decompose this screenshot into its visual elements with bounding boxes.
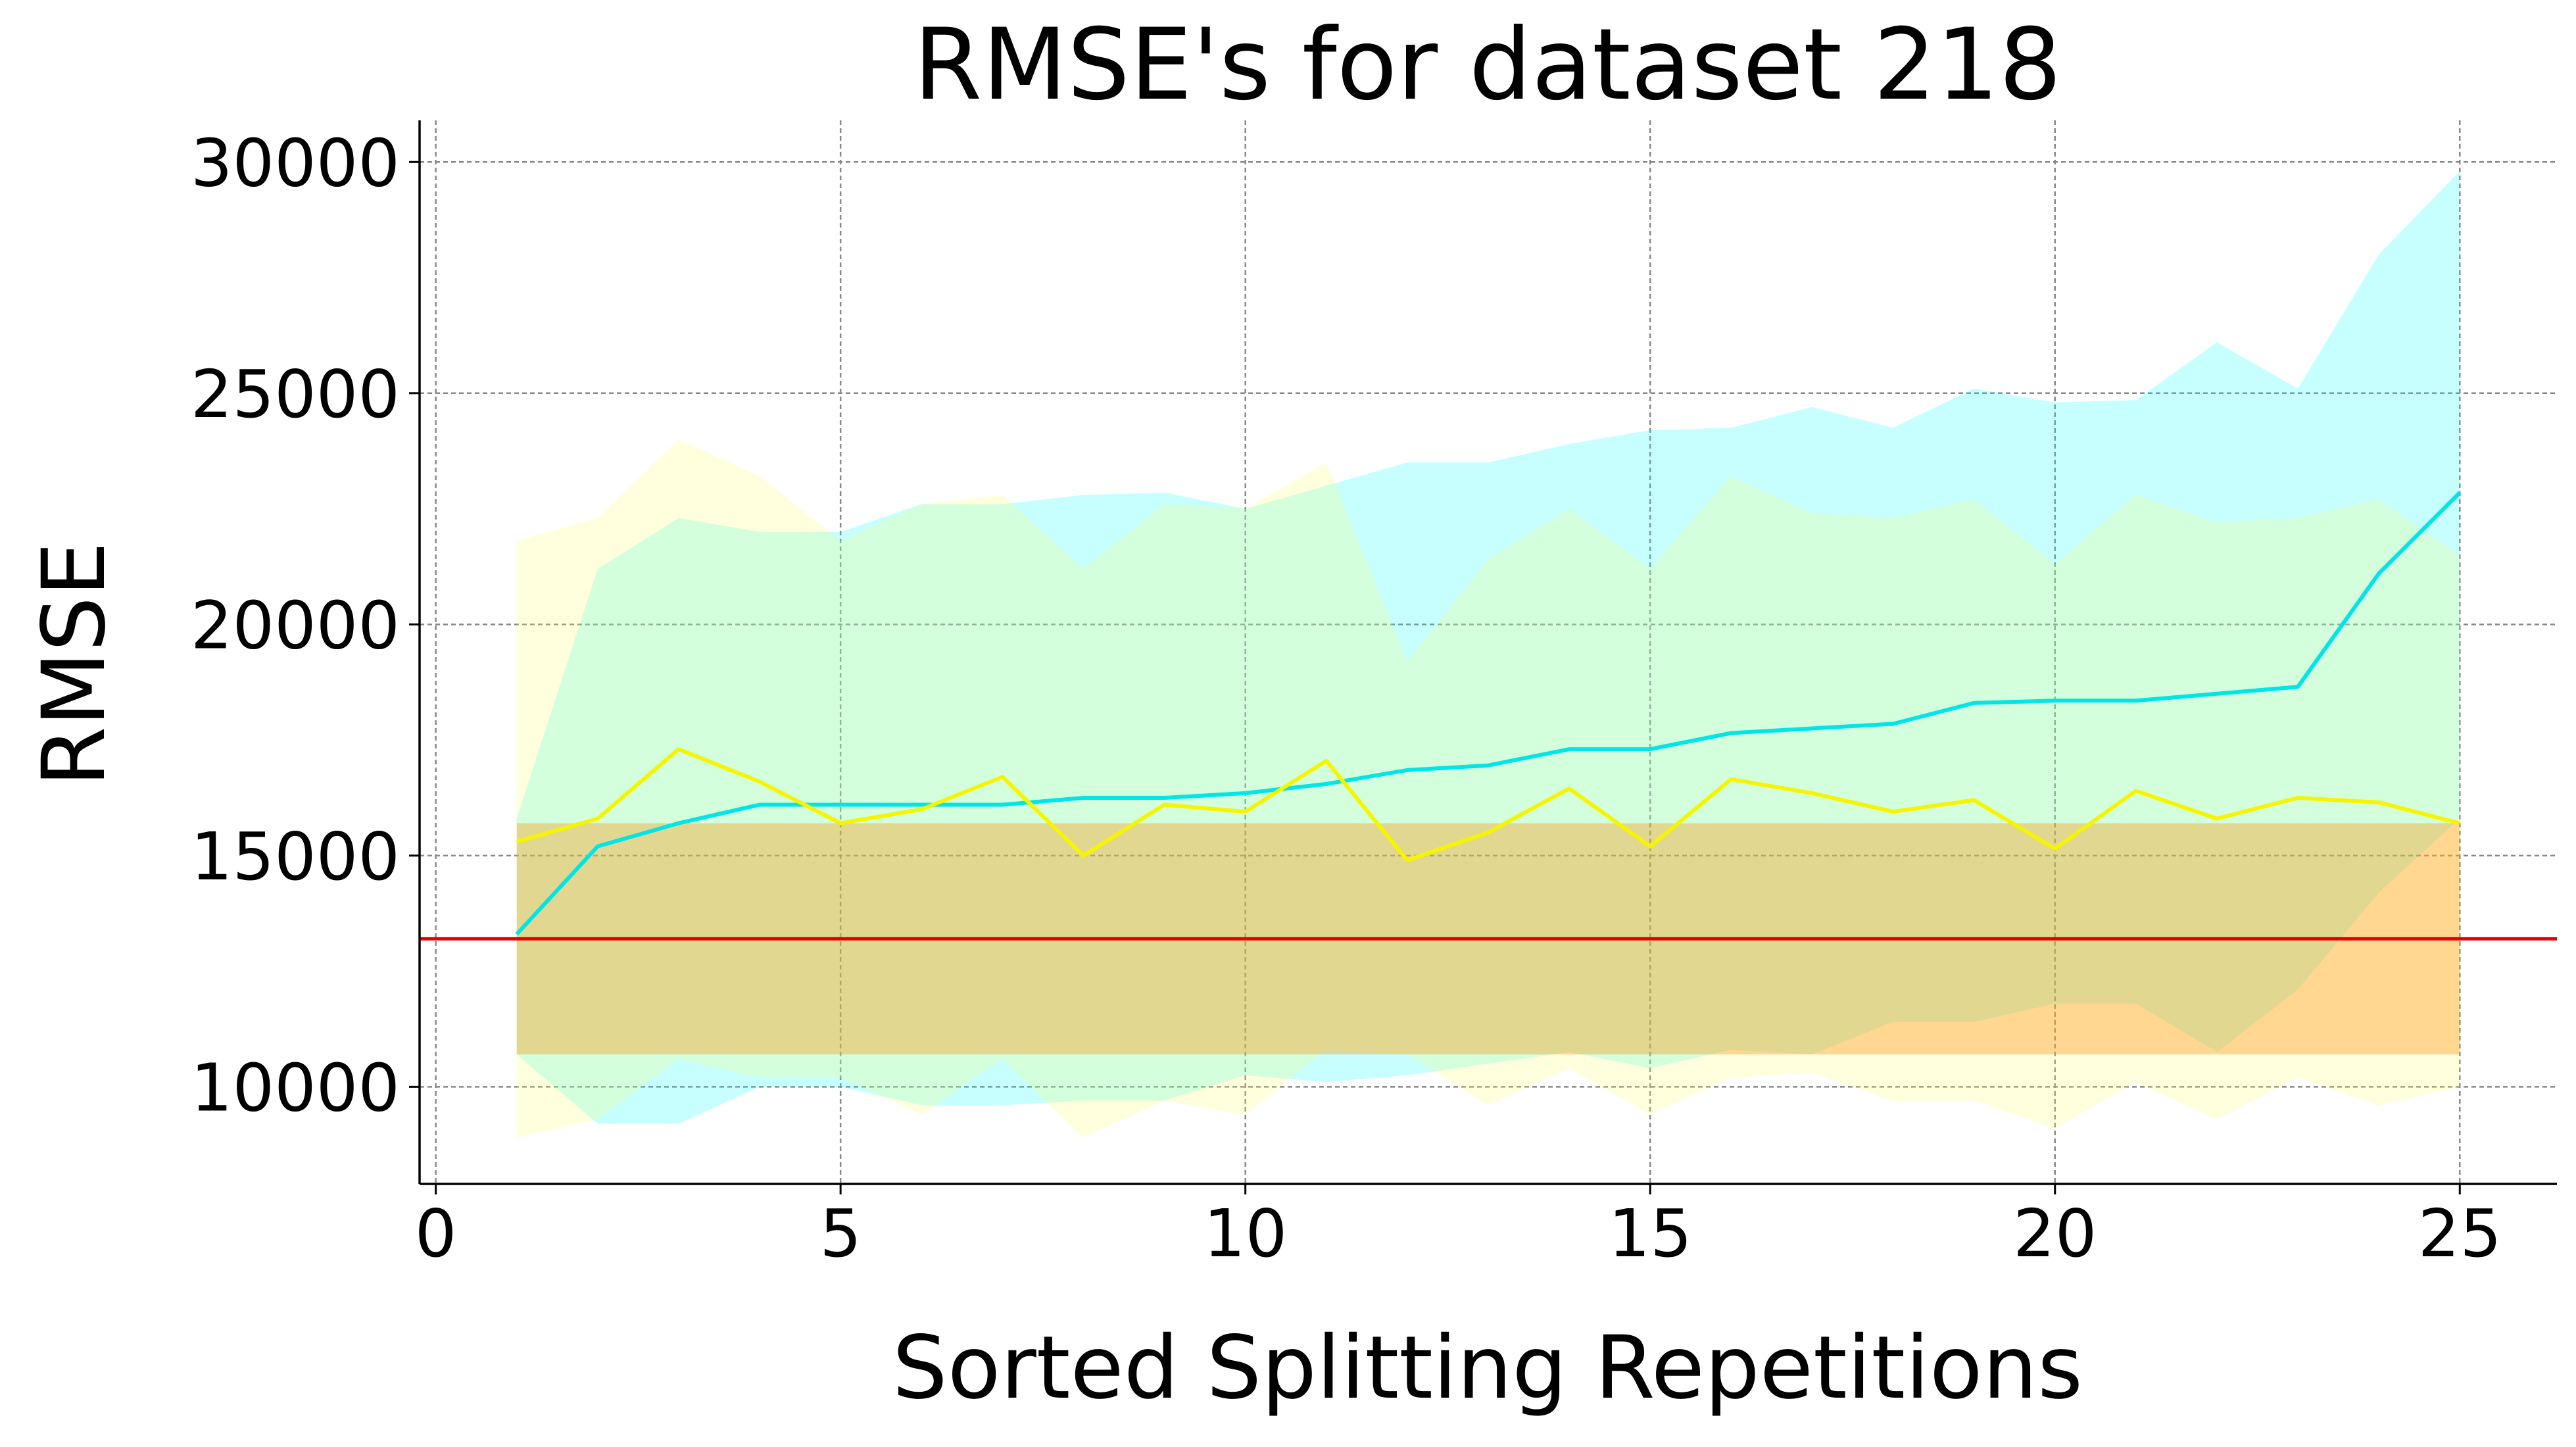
- confidence-bands: [516, 171, 2460, 1138]
- x-tick-label: 10: [1203, 1195, 1287, 1272]
- axes: [409, 120, 2557, 1194]
- x-tick-label: 15: [1609, 1195, 1692, 1272]
- y-tick-label: 30000: [191, 124, 400, 201]
- y-tick-label: 25000: [191, 356, 400, 433]
- x-tick-label: 25: [2418, 1195, 2502, 1272]
- x-tick-label: 20: [2013, 1195, 2097, 1272]
- y-axis-label: RMSE: [24, 542, 125, 787]
- x-tick-label: 0: [415, 1195, 457, 1272]
- tick-labels: 0 5 10 15 20 25 10000 15000 20000 25000 30000: [191, 124, 2502, 1272]
- chart-title: RMSE's for dataset 218: [913, 8, 2062, 122]
- x-tick-label: 5: [819, 1195, 862, 1272]
- cyan-line: [515, 491, 2462, 936]
- y-tick-label: 20000: [191, 587, 400, 664]
- y-tick-label: 15000: [191, 818, 400, 895]
- cyan-band: [516, 171, 2460, 1124]
- y-tick-label: 10000: [191, 1049, 400, 1126]
- yellow-band: [516, 439, 2460, 1138]
- x-axis-label: Sorted Splitting Repetitions: [892, 1317, 2083, 1419]
- grid-lines: [420, 120, 2557, 1184]
- series-lines: [420, 491, 2557, 941]
- yellow-line: [516, 747, 2461, 862]
